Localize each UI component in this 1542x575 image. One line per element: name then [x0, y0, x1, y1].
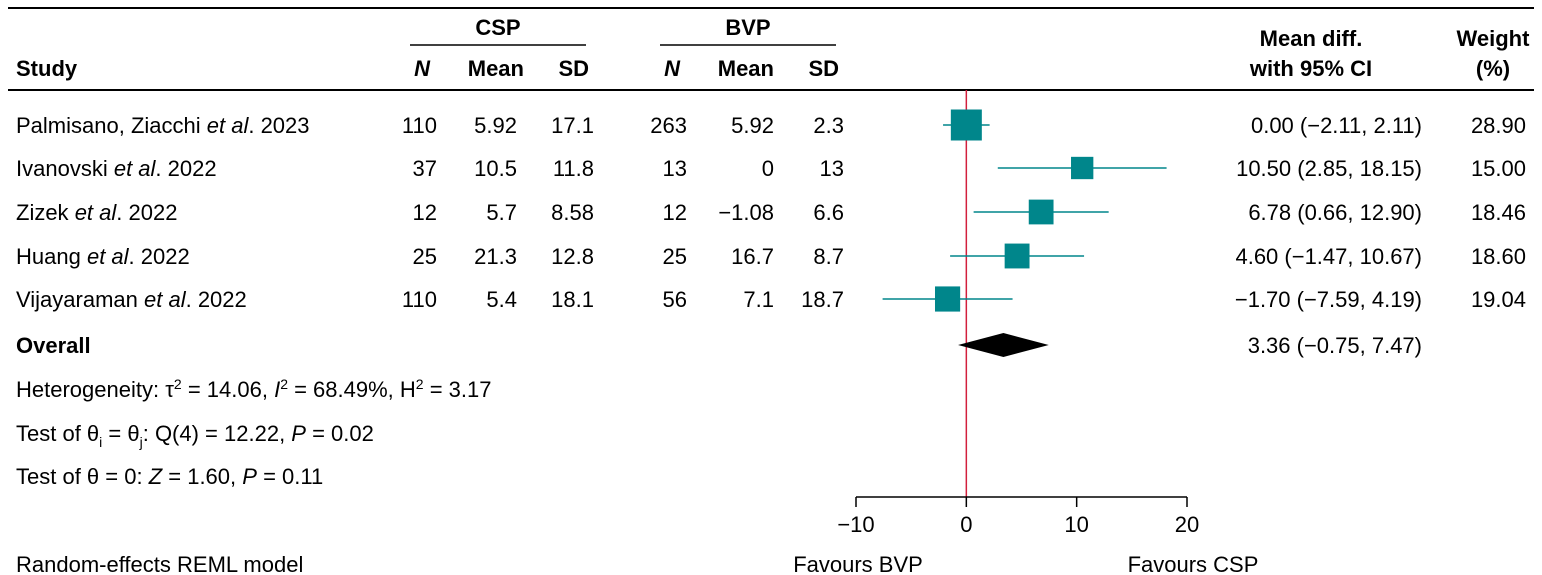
bvp-sd-value: 8.7 [813, 244, 844, 269]
ci-text: 4.60 (−1.47, 10.67) [1235, 244, 1422, 269]
weight-value: 18.46 [1471, 200, 1526, 225]
overall-label: Overall [16, 333, 91, 358]
study-rows: Palmisano, Ziacchi et al. 2023 110 5.92 17.… [16, 113, 1526, 312]
weight-value: 19.04 [1471, 287, 1526, 312]
weight-value: 28.90 [1471, 113, 1526, 138]
bvp-sd-value: 18.7 [801, 287, 844, 312]
plot-area: −10 0 10 20 Favours BVP Favours CSP [793, 90, 1258, 575]
study-row: Ivanovski et al. 2022 37 10.5 11.8 13 0 13 10.5… [16, 156, 1526, 181]
x-tick-label: 20 [1175, 512, 1199, 537]
ci-text: 6.78 (0.66, 12.90) [1248, 200, 1422, 225]
study-name: Palmisano, Ziacchi et al. 2023 [16, 113, 310, 138]
csp-mean-value: 5.7 [486, 200, 517, 225]
bvp-mean-value: 16.7 [731, 244, 774, 269]
column-header-csp-n: N [414, 56, 431, 81]
effect-marker [934, 286, 961, 312]
study-row: Palmisano, Ziacchi et al. 2023 110 5.92 17.… [16, 113, 1526, 138]
group-header-csp: CSP [475, 15, 520, 40]
ci-text: 10.50 (2.85, 18.15) [1236, 156, 1422, 181]
csp-n-value: 12 [413, 200, 437, 225]
study-name: Vijayaraman et al. 2022 [16, 287, 247, 312]
csp-n-value: 37 [413, 156, 437, 181]
bvp-n-value: 13 [663, 156, 687, 181]
x-tick-label: −10 [837, 512, 874, 537]
weight-value: 15.00 [1471, 156, 1526, 181]
bvp-n-value: 263 [650, 113, 687, 138]
csp-mean-value: 5.4 [486, 287, 517, 312]
column-header-csp-sd: SD [558, 56, 589, 81]
bvp-sd-value: 2.3 [813, 113, 844, 138]
favours-right-label: Favours CSP [1128, 552, 1259, 575]
column-header-csp-mean: Mean [468, 56, 524, 81]
study-name: Huang et al. 2022 [16, 244, 190, 269]
x-tick-label: 0 [960, 512, 972, 537]
column-header-effect-line1: Mean diff. [1260, 26, 1363, 51]
bvp-n-value: 56 [663, 287, 687, 312]
study-row: Zizek et al. 2022 12 5.7 8.58 12 −1.08 6.6 6.78… [16, 200, 1526, 225]
bvp-n-value: 12 [663, 200, 687, 225]
csp-sd-value: 17.1 [551, 113, 594, 138]
column-header-weight-line2: (%) [1476, 56, 1510, 81]
study-row: Vijayaraman et al. 2022 110 5.4 18.1 56 7.1 18… [16, 287, 1526, 312]
effect-marker [1071, 156, 1094, 180]
weight-value: 18.60 [1471, 244, 1526, 269]
csp-mean-value: 5.92 [474, 113, 517, 138]
effect-marker [1028, 199, 1054, 225]
x-tick-label: 10 [1064, 512, 1088, 537]
ci-text: −1.70 (−7.59, 4.19) [1235, 287, 1422, 312]
bvp-mean-value: −1.08 [718, 200, 774, 225]
csp-n-value: 25 [413, 244, 437, 269]
study-name: Zizek et al. 2022 [16, 200, 177, 225]
model-note: Random-effects REML model [16, 552, 303, 575]
column-header-study: Study [16, 56, 78, 81]
study-name: Ivanovski et al. 2022 [16, 156, 217, 181]
column-header-bvp-n: N [664, 56, 681, 81]
csp-n-value: 110 [402, 113, 437, 138]
csp-mean-value: 21.3 [474, 244, 517, 269]
column-header-weight-line1: Weight [1457, 26, 1531, 51]
favours-left-label: Favours BVP [793, 552, 923, 575]
csp-sd-value: 11.8 [553, 156, 594, 181]
bvp-sd-value: 6.6 [813, 200, 844, 225]
column-header-bvp-sd: SD [808, 56, 839, 81]
column-header-bvp-mean: Mean [718, 56, 774, 81]
test-equality-note: Test of θi = θj: Q(4) = 12.22, P = 0.02 [16, 421, 374, 450]
column-header-effect-line2: with 95% CI [1249, 56, 1372, 81]
effect-marker [950, 109, 982, 141]
effect-marker [1004, 243, 1030, 269]
bvp-n-value: 25 [663, 244, 687, 269]
heterogeneity-note: Heterogeneity: τ2 = 14.06, I2 = 68.49%, … [16, 376, 491, 402]
csp-n-value: 110 [402, 287, 437, 312]
study-row: Huang et al. 2022 25 21.3 12.8 25 16.7 8.7 4.60… [16, 244, 1526, 269]
bvp-mean-value: 0 [762, 156, 774, 181]
csp-mean-value: 10.5 [474, 156, 517, 181]
bvp-mean-value: 5.92 [731, 113, 774, 138]
bvp-mean-value: 7.1 [743, 287, 774, 312]
csp-sd-value: 12.8 [551, 244, 594, 269]
test-zero-note: Test of θ = 0: Z = 1.60, P = 0.11 [16, 464, 323, 489]
csp-sd-value: 18.1 [551, 287, 594, 312]
overall-diamond [958, 333, 1049, 357]
overall-ci-text: 3.36 (−0.75, 7.47) [1248, 333, 1422, 358]
group-header-bvp: BVP [725, 15, 770, 40]
bvp-sd-value: 13 [820, 156, 844, 181]
ci-text: 0.00 (−2.11, 2.11) [1251, 113, 1422, 138]
csp-sd-value: 8.58 [551, 200, 594, 225]
footnotes: Heterogeneity: τ2 = 14.06, I2 = 68.49%, … [16, 376, 491, 489]
